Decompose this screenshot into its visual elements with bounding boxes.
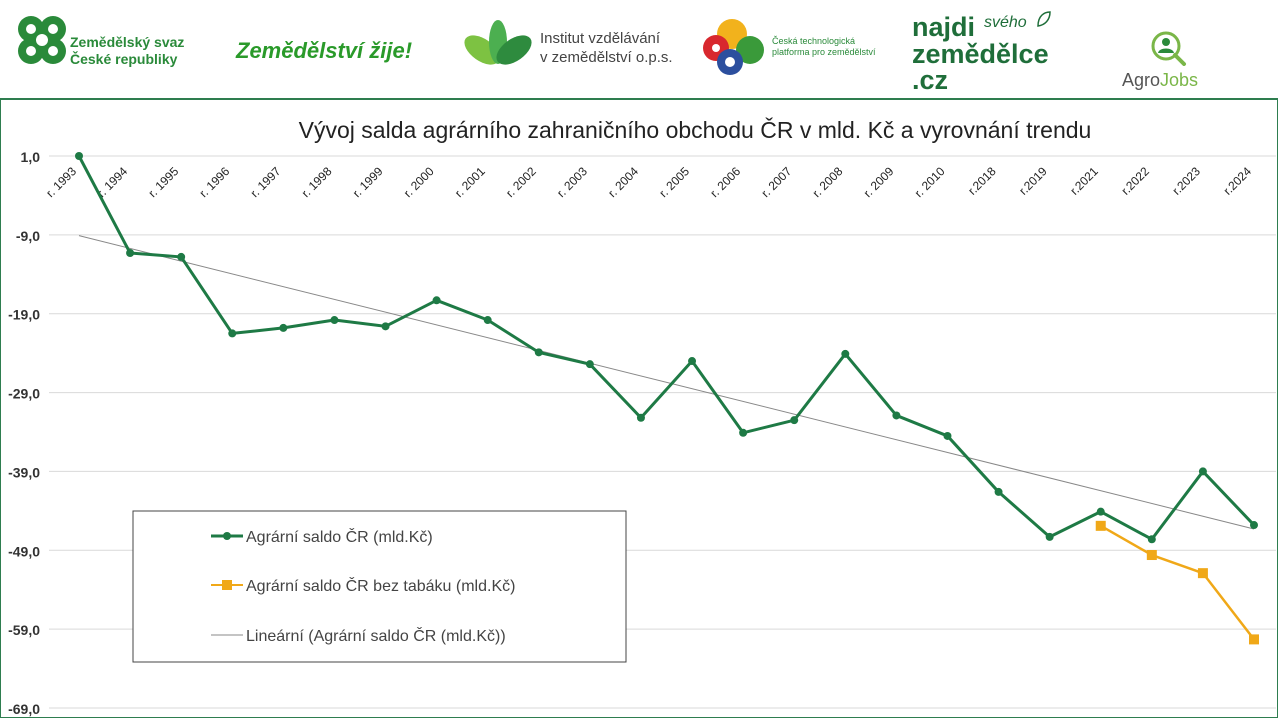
x-tick-label: r. 2001: [452, 164, 488, 200]
data-point: [943, 431, 952, 440]
data-point: [177, 252, 186, 261]
data-point: [585, 360, 594, 369]
x-tick-label: r. 1998: [299, 164, 335, 200]
zscr-name-line1: Zemědělský svaz: [70, 34, 185, 50]
ctp-logo: Česká technologická platforma pro zemědě…: [702, 16, 892, 78]
series-line-bez-tabaku: [1100, 524, 1255, 641]
chart-title: Vývoj salda agrárního zahraničního obcho…: [299, 116, 1092, 143]
series-layer: [75, 152, 1259, 645]
x-tick-label: r.2024: [1221, 164, 1255, 198]
data-point: [1146, 550, 1157, 561]
trend-line: [78, 235, 1255, 530]
jobs-word: Jobs: [1160, 70, 1199, 90]
zemedelce-word: zemědělce: [912, 39, 1049, 69]
ivz-name-line1: Institut vzdělávání: [540, 30, 661, 47]
x-tick-label: r. 1995: [145, 164, 181, 200]
agro-word: Agro: [1122, 70, 1161, 90]
data-point: [1096, 507, 1105, 516]
clover-icon: [18, 16, 66, 64]
x-tick-label: r.2023: [1170, 164, 1204, 198]
data-point: [1045, 532, 1054, 541]
data-point: [688, 357, 697, 366]
agrojobs-logo: AgroJobs: [1118, 30, 1228, 92]
x-tick-label: r. 2010: [912, 164, 948, 200]
legend-label-linearni: Lineární (Agrární saldo ČR (mld.Kč)): [246, 626, 506, 645]
x-tick-label: r. 2007: [758, 164, 794, 200]
x-tick-label: r.2019: [1016, 164, 1050, 198]
data-point: [1197, 568, 1208, 579]
data-point: [126, 248, 135, 257]
data-point: [1249, 634, 1259, 645]
x-tick-label: r. 1996: [197, 164, 233, 200]
data-point: [279, 323, 288, 332]
x-tick-label: r. 1999: [350, 164, 386, 200]
x-tick-label: r. 2004: [605, 164, 641, 200]
y-tick-label: -29,0: [8, 386, 40, 402]
svoho-word: svého: [984, 14, 1027, 31]
x-tick-label: r. 2002: [503, 164, 539, 200]
data-point: [75, 152, 83, 160]
zemedelstvi-zije-logo: Zemědělství žije!: [236, 38, 413, 63]
legend-label-bez-tabaku: Agrární saldo ČR bez tabáku (mld.Kč): [246, 576, 515, 595]
ctp-name-line2: platforma pro zemědělství: [772, 47, 876, 57]
data-point: [534, 348, 543, 357]
leaf-icon: [1037, 11, 1051, 27]
x-tick-label: r. 2000: [401, 164, 437, 200]
data-point: [994, 487, 1003, 496]
data-point: [330, 316, 339, 325]
data-point: [228, 329, 237, 338]
y-tick-label: -59,0: [8, 622, 40, 638]
ctp-name-line1: Česká technologická: [772, 36, 856, 46]
zscr-name-line2: České republiky: [70, 51, 178, 67]
data-point: [483, 316, 492, 325]
series-line-saldo: [77, 155, 1256, 541]
data-point: [1095, 520, 1106, 531]
data-point: [739, 428, 748, 437]
legend-marker-bez-tabaku: [222, 580, 232, 590]
magnifier-person-icon: [1151, 31, 1186, 66]
y-tick-label: -9,0: [16, 228, 40, 244]
x-tick-label: r.2018: [965, 164, 999, 198]
x-axis-ticks: r. 1993 r. 1994 r. 1995 r. 1996 r. 1997 r. 19…: [43, 164, 1254, 200]
y-tick-label: -19,0: [8, 307, 40, 323]
ivz-logo: Institut vzdělávání v zemědělství o.p.s.: [462, 14, 692, 74]
data-point: [1198, 467, 1207, 476]
cz-word: .cz: [912, 65, 949, 95]
logo-bar: Zemědělský svaz České republiky Zeměděls…: [0, 0, 1280, 98]
data-point: [892, 411, 901, 420]
data-point: [432, 296, 441, 305]
y-tick-label: 1,0: [21, 149, 41, 165]
x-tick-label: r. 2003: [554, 164, 590, 200]
x-tick-label: r. 2006: [707, 164, 743, 200]
ivz-name-line2: v zemědělství o.p.s.: [540, 49, 673, 66]
najdi-zemedelce-logo: najdi svého zemědělce .cz: [912, 10, 1062, 94]
chart-frame: [0, 98, 1278, 718]
leaves-icon: [464, 20, 532, 65]
data-point: [381, 322, 390, 331]
y-tick-label: -49,0: [8, 543, 40, 559]
x-tick-label: r. 1997: [248, 164, 284, 200]
data-point: [636, 413, 645, 422]
gears-icon: [703, 19, 764, 75]
x-tick-label: r.2022: [1118, 164, 1152, 198]
data-point: [790, 416, 799, 425]
legend-marker-saldo: [223, 532, 231, 540]
data-point: [841, 349, 850, 358]
x-tick-label: r. 2008: [810, 164, 846, 200]
y-tick-label: -39,0: [8, 464, 40, 480]
y-tick-label: -69,0: [8, 701, 40, 717]
zscr-logo: Zemědělský svaz České republiky: [12, 10, 202, 70]
data-point: [1250, 521, 1258, 530]
agrojobs-name: AgroJobs: [1122, 70, 1198, 91]
najdi-word: najdi: [912, 12, 976, 42]
x-tick-label: r. 2005: [656, 164, 692, 200]
x-tick-label: r.2021: [1067, 164, 1101, 198]
legend: Agrární saldo ČR (mld.Kč) Agrární saldo …: [132, 510, 627, 663]
x-tick-label: r. 1993: [43, 164, 79, 200]
data-point: [1147, 535, 1156, 544]
y-axis-ticks: 1,0 -9,0 -19,0 -29,0 -39,0 -49,0 -59,0 -69,0: [8, 149, 40, 717]
x-tick-label: r. 2009: [861, 164, 897, 200]
legend-label-saldo: Agrární saldo ČR (mld.Kč): [246, 527, 433, 546]
